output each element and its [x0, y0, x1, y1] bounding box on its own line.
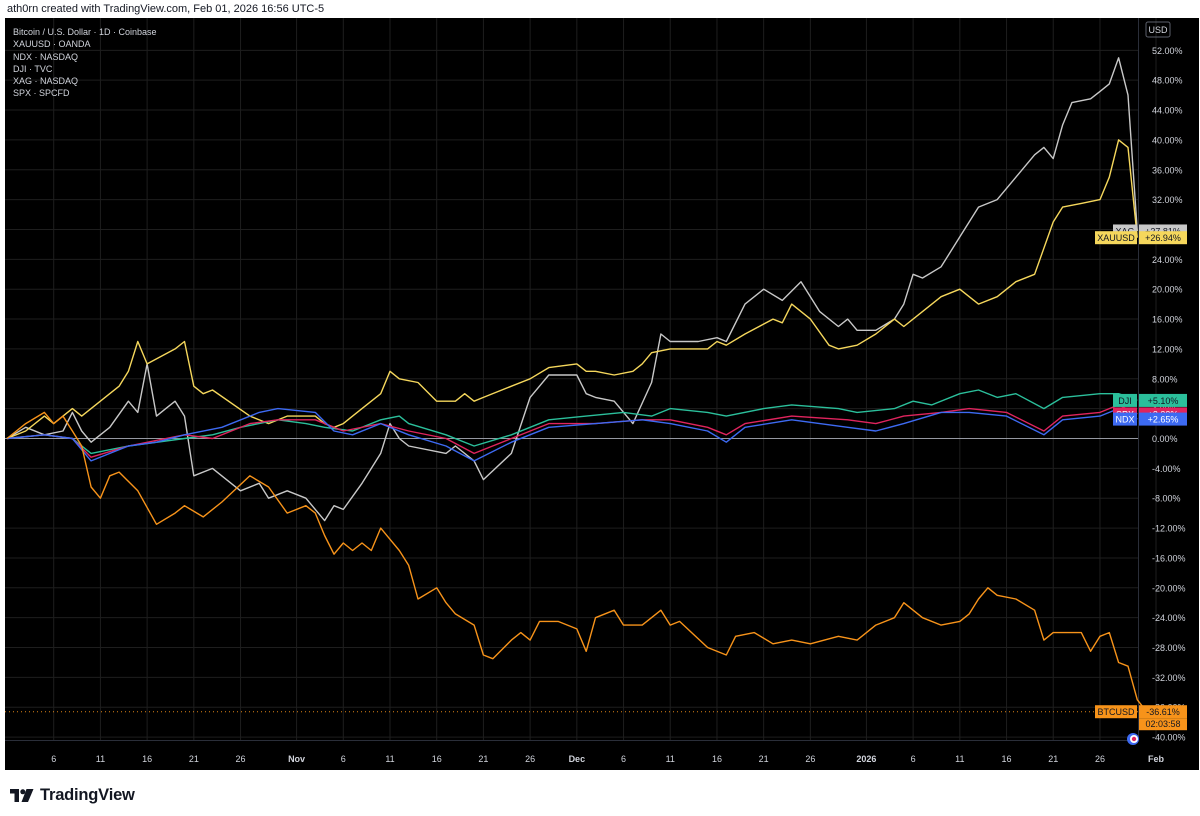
- x-tick-label: 6: [911, 754, 916, 764]
- y-tick-label: 48.00%: [1152, 76, 1183, 86]
- series-name-text: XAUUSD: [1097, 233, 1135, 243]
- series-value-text: +5.10%: [1148, 396, 1179, 406]
- series-label-dji: DJI +5.10%: [1113, 393, 1187, 407]
- y-tick-label: 36.00%: [1152, 165, 1183, 175]
- y-tick-label: 32.00%: [1152, 195, 1183, 205]
- gridlines: [5, 18, 1157, 740]
- series-line-xag: [6, 57, 1138, 522]
- legend-item[interactable]: Bitcoin / U.S. Dollar · 1D · Coinbase: [13, 27, 157, 37]
- y-tick-label: 44.00%: [1152, 106, 1183, 116]
- series-label-xauusd: XAUUSD +26.94%: [1095, 231, 1187, 245]
- x-tick-label: 16: [432, 754, 442, 764]
- x-tick-label: 11: [666, 754, 675, 764]
- x-tick-label: Nov: [288, 754, 305, 764]
- series-line-ndx: [6, 407, 1138, 462]
- legend-item[interactable]: SPX · SPCFD: [13, 88, 70, 99]
- x-tick-label: 2026: [856, 754, 876, 764]
- legend-item[interactable]: DJI · TVC: [13, 63, 53, 74]
- series-label-btcusd: BTCUSD -36.61% 02:03:58: [1095, 705, 1187, 731]
- series-value-tag: [1139, 412, 1187, 426]
- y-tick-label: 12.00%: [1152, 344, 1183, 354]
- series-value-tag: [1139, 231, 1187, 245]
- series-value-tag: [1139, 705, 1187, 719]
- y-tick-label: -28.00%: [1152, 643, 1186, 653]
- series-name-tag: [1095, 705, 1137, 719]
- brand-name: TradingView: [40, 786, 135, 804]
- footer: TradingView: [0, 770, 1200, 816]
- legend-item[interactable]: NDX · NASDAQ: [13, 51, 79, 62]
- y-tick-label: -40.00%: [1152, 733, 1186, 743]
- x-tick-label: Dec: [569, 754, 586, 764]
- series-name-text: NDX: [1115, 415, 1134, 425]
- countdown-tag: [1139, 718, 1187, 731]
- event-marker-dot: [1131, 736, 1137, 742]
- series-label-ndx: NDX +2.65%: [1113, 412, 1187, 426]
- x-tick-label: 6: [51, 754, 56, 764]
- y-tick-label: -32.00%: [1152, 673, 1186, 683]
- currency-label: USD: [1148, 25, 1168, 35]
- y-tick-label: 52.00%: [1152, 46, 1183, 56]
- x-tick-label: 26: [236, 754, 246, 764]
- currency-box: [1145, 21, 1171, 38]
- y-tick-label: 16.00%: [1152, 315, 1183, 325]
- series-line-btcusd: [6, 411, 1148, 713]
- x-tick-label: 11: [96, 754, 105, 764]
- x-tick-label: 6: [341, 754, 346, 764]
- legend-item[interactable]: XAG · NASDAQ: [13, 76, 79, 87]
- symbol-legend: Bitcoin / U.S. Dollar · 1D · Coinbase XA…: [13, 26, 157, 100]
- x-tick-label: 21: [1048, 754, 1058, 764]
- x-tick-label: Feb: [1148, 754, 1165, 764]
- series-value-text: +2.65%: [1148, 415, 1179, 425]
- x-tick-label: 16: [712, 754, 722, 764]
- x-tick-label: 11: [385, 754, 394, 764]
- series-line-dji: [6, 389, 1138, 455]
- chart-svg[interactable]: USD 52.00% 48.00% 44.00% 40.00% 36.00% 32.00% 2…: [5, 18, 1199, 770]
- y-tick-label: 0.00%: [1152, 434, 1178, 444]
- x-tick-label: 26: [525, 754, 535, 764]
- x-tick-label: 16: [142, 754, 152, 764]
- x-tick-label: 16: [1002, 754, 1012, 764]
- series-value-tag: [1139, 393, 1187, 407]
- x-tick-label: 21: [189, 754, 199, 764]
- x-tick-label: 21: [478, 754, 488, 764]
- tradingview-logo-icon: [10, 788, 34, 802]
- y-tick-label: 24.00%: [1152, 255, 1183, 265]
- series-name-tag: [1113, 393, 1137, 407]
- countdown-text: 02:03:58: [1145, 719, 1180, 729]
- series-name-text: BTCUSD: [1097, 707, 1135, 717]
- y-tick-label: -4.00%: [1152, 464, 1181, 474]
- series-name-tag: [1113, 412, 1137, 426]
- y-tick-label: 8.00%: [1152, 374, 1178, 384]
- y-tick-label: 20.00%: [1152, 285, 1183, 295]
- x-tick-label: 11: [955, 754, 964, 764]
- series-name-tag: [1095, 231, 1137, 245]
- series-name-text: DJI: [1118, 396, 1132, 406]
- y-tick-label: -20.00%: [1152, 583, 1186, 593]
- series-value-text: -36.61%: [1146, 707, 1180, 717]
- series-value-text: +26.94%: [1145, 233, 1181, 243]
- legend-item[interactable]: XAUUSD · OANDA: [13, 39, 91, 50]
- x-tick-label: 26: [805, 754, 815, 764]
- x-tick-label: 6: [621, 754, 626, 764]
- chart-credit: ath0rn created with TradingView.com, Feb…: [7, 3, 325, 15]
- y-tick-label: -16.00%: [1152, 553, 1186, 563]
- series-line-xauusd: [6, 139, 1138, 440]
- chart-area[interactable]: USD 52.00% 48.00% 44.00% 40.00% 36.00% 32.00% 2…: [5, 18, 1199, 770]
- brand[interactable]: TradingView: [10, 786, 135, 805]
- x-tick-label: 21: [759, 754, 769, 764]
- x-tick-label: 26: [1095, 754, 1105, 764]
- y-tick-label: -24.00%: [1152, 613, 1186, 623]
- y-tick-label: -12.00%: [1152, 524, 1186, 534]
- event-marker-icon: [1127, 733, 1139, 745]
- top-bar: ath0rn created with TradingView.com, Feb…: [0, 0, 1200, 18]
- y-tick-label: -8.00%: [1152, 494, 1181, 504]
- y-tick-label: 40.00%: [1152, 135, 1183, 145]
